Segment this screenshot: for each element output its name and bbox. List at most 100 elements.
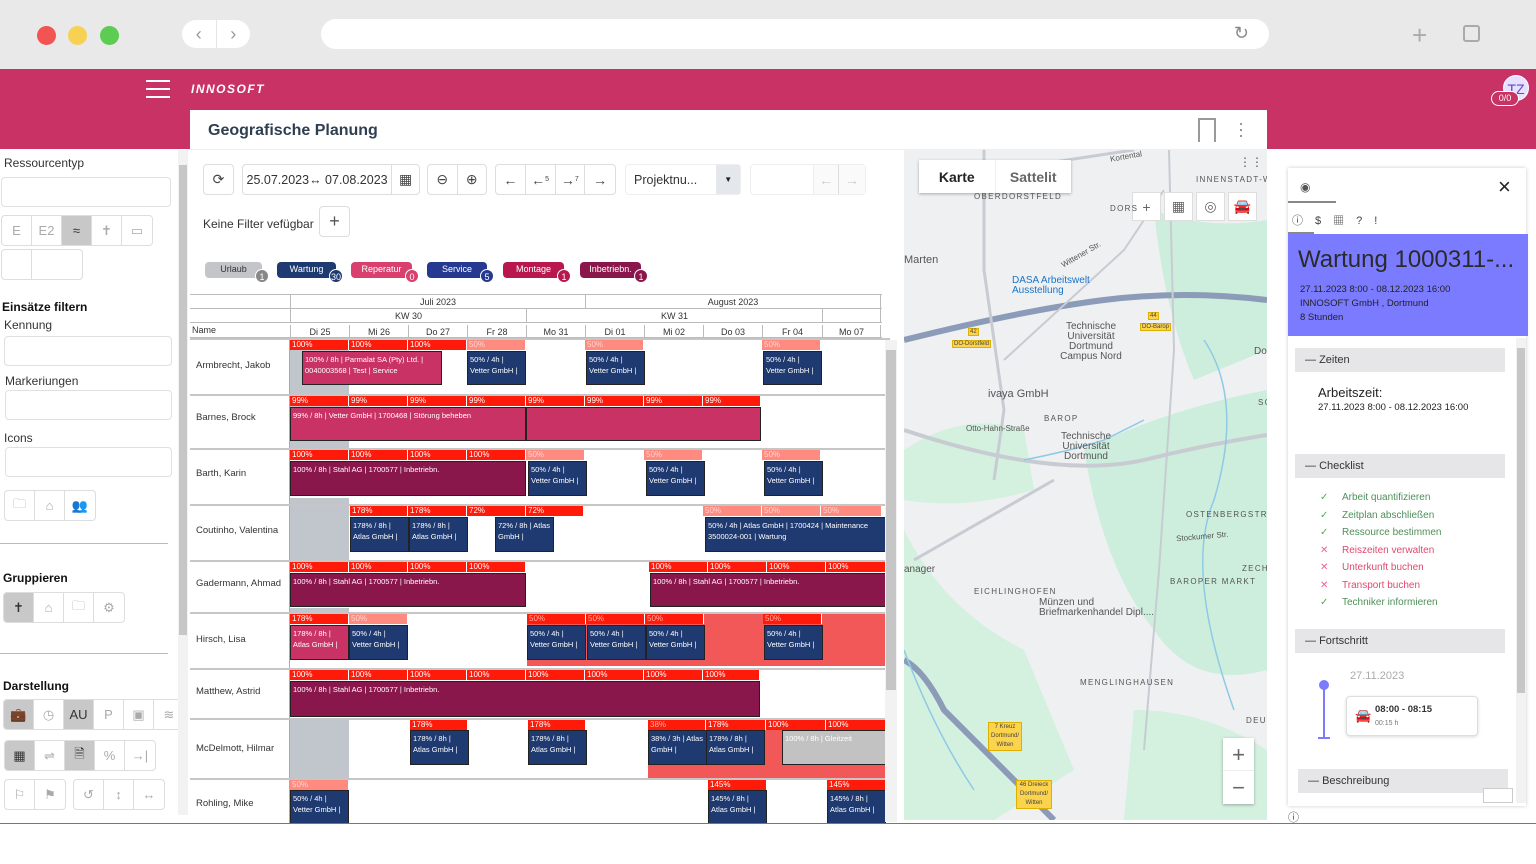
horizontal-resize-toggle[interactable]: ↔ [142, 787, 156, 802]
checklist-item[interactable]: ✓ Arbeit quantifizieren [1320, 492, 1431, 503]
info-icon[interactable]: ⓘ [1292, 215, 1315, 227]
date-range-picker[interactable]: 25.07.2023↔ 07.08.2023 ▦ [242, 164, 420, 195]
assignment-bar[interactable]: 50% / 4h | Atlas GmbH | 1700424 | Mainte… [705, 517, 886, 552]
section-zeiten[interactable]: — Zeiten [1295, 348, 1505, 372]
menu-icon[interactable] [146, 80, 170, 98]
more-options-icon[interactable]: · · · [1238, 113, 1244, 145]
briefcase-clock-icon[interactable]: 💼 [4, 700, 34, 729]
section-fortschritt[interactable]: — Fortschritt [1295, 629, 1505, 653]
percent-toggle[interactable]: % [95, 741, 125, 770]
group-icon[interactable]: ▭ [130, 222, 144, 238]
legend-service[interactable]: Service 5 [427, 262, 494, 283]
alert-icon[interactable]: ! [1374, 215, 1390, 227]
table-row[interactable]: Armbrecht, Jakob 100% 100% 100% 50% 50% … [190, 338, 890, 396]
map-zoom-in-button[interactable]: + [1223, 738, 1254, 771]
clock-icon[interactable]: ◷ [34, 700, 64, 729]
assignment-bar[interactable]: 178% / 8h | Atlas GmbH | [410, 730, 469, 765]
gears-icon[interactable]: ⚙ [103, 599, 115, 615]
checklist-item[interactable]: ✕ Reiszeiten verwalten [1320, 545, 1435, 556]
legend-montage[interactable]: Montage 1 [503, 262, 571, 283]
search-prev-button[interactable]: ← [813, 165, 839, 194]
assignment-bar[interactable]: 50% / 4h | Vetter GmbH | [290, 790, 349, 824]
legend-reperatur[interactable]: Reperatur 0 [351, 262, 419, 283]
assignment-bar[interactable] [526, 407, 761, 441]
flag-icon[interactable]: ⚑ [44, 786, 56, 802]
assignment-bar[interactable]: 99% / 8h | Vetter GmbH | 1700468 | Störu… [290, 407, 526, 441]
prev-day-button[interactable]: ← [496, 165, 526, 194]
calendar-icon[interactable]: ▦ [398, 171, 413, 187]
checklist-item[interactable]: ✓ Zeitplan abschließen [1320, 510, 1435, 521]
signpost-icon[interactable]: ⇌ [35, 741, 65, 770]
folder-icon[interactable]: 🗀 [64, 593, 94, 622]
url-bar[interactable]: ↻ [321, 19, 1269, 49]
jump-end-toggle[interactable]: →| [131, 748, 149, 763]
home-icon[interactable]: ⌂ [34, 593, 64, 622]
assignment-bar[interactable]: 100% / 8h | Gleitzeit [782, 730, 886, 765]
checklist-item[interactable]: ✕ Unterkunft buchen [1320, 562, 1424, 573]
assignment-bar[interactable]: 50% / 4h | Vetter GmbH | [587, 625, 646, 660]
gantt-scrollbar[interactable] [885, 340, 897, 822]
assignment-bar[interactable]: 178% / 8h | Atlas GmbH | [409, 517, 468, 552]
detail-scrollbar[interactable] [1516, 338, 1526, 803]
table-row[interactable]: Coutinho, Valentina 178% 178% 72% 72% 50… [190, 504, 890, 562]
table-row[interactable]: Matthew, Astrid 100% 100% 100% 100% 100%… [190, 668, 890, 718]
folder-icon[interactable]: 🗀 [5, 491, 35, 520]
new-tab-button[interactable]: + [1412, 20, 1428, 50]
table-row[interactable]: Gadermann, Ahmad 100% 100% 100% 100% 100… [190, 560, 890, 614]
tab-sattelit[interactable]: Sattelit [994, 160, 1072, 193]
chevron-down-icon[interactable]: ▼ [716, 165, 740, 194]
table-row[interactable]: Hirsch, Lisa 178% 50% 50% 50% 50% 50% 17… [190, 612, 890, 668]
kennung-input[interactable] [4, 336, 172, 366]
minimize-window-button[interactable] [68, 26, 87, 45]
apps-grid-icon[interactable]: ⋮⋮ [1239, 155, 1263, 169]
tabs-overview-icon[interactable] [1463, 25, 1480, 42]
users-icon[interactable]: 👥 [71, 497, 89, 513]
assignment-bar[interactable]: 100% / 8h | Stahl AG | 1700577 | Inbetri… [290, 573, 526, 607]
assignment-bar[interactable]: 178% / 8h | Atlas GmbH | [350, 517, 409, 552]
assignment-bar[interactable]: 50% / 4h | Vetter GmbH | [527, 625, 586, 660]
assignment-bar[interactable]: 178% / 8h | Atlas GmbH | [706, 730, 765, 765]
close-window-button[interactable] [37, 26, 56, 45]
assignment-bar[interactable]: 50% / 4h | Vetter GmbH | [467, 351, 526, 385]
map-view[interactable]: Karte Sattelit + ▦ ◎ 🚘 ⋮⋮ Marten DASA Ar… [904, 150, 1267, 820]
assignment-bar[interactable]: 50% / 4h | Vetter GmbH | [528, 461, 587, 496]
history-icon[interactable]: ↺ [74, 780, 104, 809]
assignment-bar[interactable]: 100% / 8h | Stahl AG | 1700577 | Inbetri… [290, 461, 526, 496]
table-row[interactable]: Barnes, Brock 99% 99% 99% 99% 99% 99% 99… [190, 394, 890, 448]
assignment-bar[interactable]: 50% / 4h | Vetter GmbH | [349, 625, 408, 660]
assignment-bar[interactable]: 145% / 8h | Atlas GmbH | [708, 790, 767, 824]
legend-inbetriebnahme[interactable]: Inbetriebn. 1 [580, 262, 648, 283]
p-toggle[interactable]: P [94, 700, 124, 729]
handshake-icon[interactable]: ≈ [62, 216, 92, 245]
resource-e2-button[interactable]: E2 [32, 216, 62, 245]
markierungen-input[interactable] [5, 390, 172, 420]
assignment-bar[interactable]: 50% / 4h | Vetter GmbH | [646, 461, 705, 496]
assignment-bar[interactable]: 50% / 4h | Vetter GmbH | [764, 461, 823, 496]
date-range-value[interactable]: 25.07.2023↔ 07.08.2023 [243, 165, 393, 194]
zoom-in-icon[interactable]: ⊕ [465, 171, 478, 187]
add-filter-button[interactable]: + [319, 206, 350, 237]
checklist-item[interactable]: ✓ Techniker informieren [1320, 597, 1438, 608]
resource-type-input[interactable] [1, 177, 171, 207]
resource-e-button[interactable]: E [2, 216, 32, 245]
table-row[interactable]: Rohling, Mike 50% 145% 145% 50% / 4h | V… [190, 778, 890, 824]
checklist-item[interactable]: ✓ Ressource bestimmen [1320, 527, 1442, 538]
help-icon[interactable]: ⓘ [1288, 812, 1299, 824]
share-icon[interactable]: ↻ [1233, 23, 1249, 43]
maximize-window-button[interactable] [100, 26, 119, 45]
prev-5-button[interactable]: ← 5 [526, 165, 556, 194]
page-size-input[interactable] [1483, 788, 1513, 803]
next-7-button[interactable]: → 7 [556, 165, 586, 194]
timeline-entry[interactable]: 🚘 08:00 - 08:15 00:15 h [1346, 696, 1478, 736]
layout-icon[interactable]: ▣ [124, 700, 154, 729]
home-icon[interactable]: ⌂ [35, 491, 65, 520]
assignment-bar[interactable]: 178% / 8h | Atlas GmbH | [290, 625, 349, 660]
assignment-bar[interactable]: 100% / 8h | Stahl AG | 1700577 | Inbetri… [650, 573, 886, 607]
assignment-bar[interactable]: 50% / 4h | Vetter GmbH | [586, 351, 645, 385]
assignment-bar[interactable]: 50% / 4h | Vetter GmbH | [646, 625, 705, 660]
help-icon[interactable]: ? [1356, 215, 1375, 227]
person-icon[interactable]: ✝ [92, 216, 122, 245]
assignment-bar[interactable]: 178% / 8h | Atlas GmbH | [528, 730, 587, 765]
close-icon[interactable]: × [1498, 174, 1511, 199]
calendar-icon[interactable]: ▦ [1333, 215, 1357, 227]
